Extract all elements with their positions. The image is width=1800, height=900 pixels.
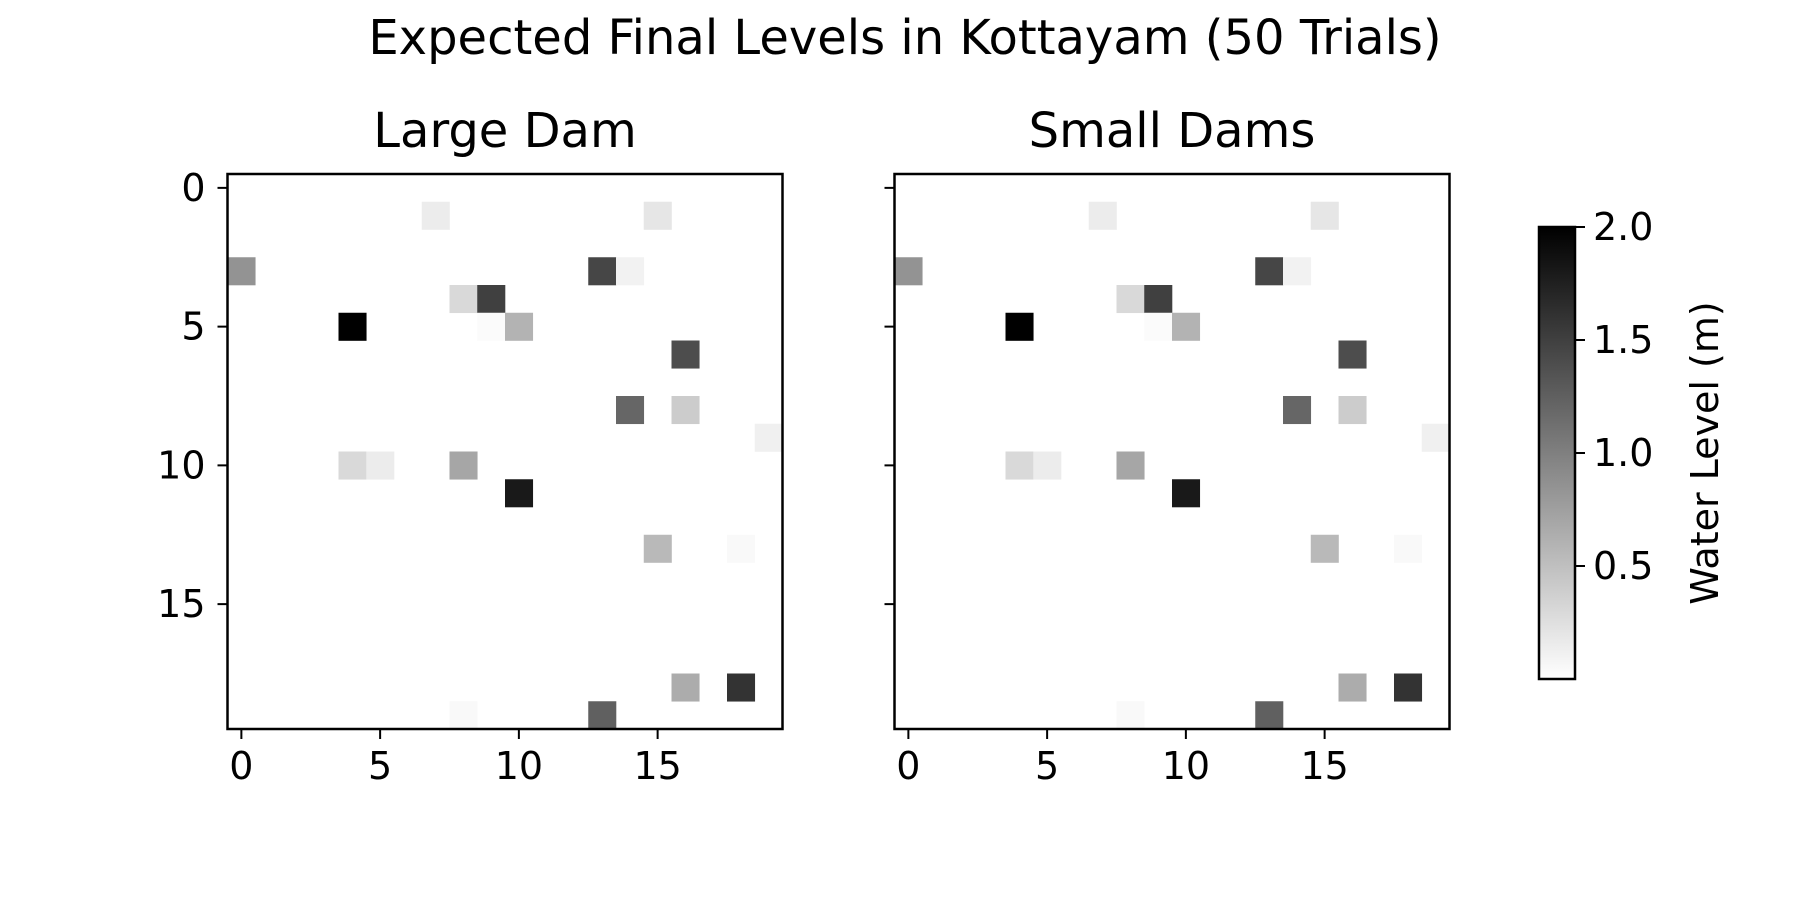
heatmap-cell	[671, 396, 700, 425]
heatmap-cell	[449, 451, 478, 480]
heatmap-cell	[588, 701, 617, 730]
heatmap-cell	[1172, 479, 1201, 508]
heatmap-cell	[1310, 534, 1339, 563]
x-tick-label: 10	[495, 744, 543, 788]
heatmap-cell	[671, 673, 700, 702]
heatmap-cell	[1255, 257, 1284, 286]
colorbar-tick-label: 2.0	[1593, 205, 1653, 249]
heatmap-cell	[1144, 285, 1173, 314]
heatmap-cell	[1116, 451, 1145, 480]
heatmap-cell	[366, 451, 395, 480]
figure-title: Expected Final Levels in Kottayam (50 Tr…	[368, 10, 1441, 66]
panel-title-small-dams: Small Dams	[1029, 103, 1316, 159]
heatmap-cell	[588, 257, 617, 286]
heatmap-cell	[1005, 312, 1034, 341]
y-tick-label: 5	[181, 305, 205, 349]
heatmap-cell	[1088, 201, 1117, 230]
heatmap-cells-large-dam	[227, 201, 783, 730]
x-tick-label: 15	[633, 744, 681, 788]
heatmap-cell	[1005, 451, 1034, 480]
x-tick-label: 0	[896, 744, 920, 788]
heatmap-cell	[727, 534, 756, 563]
heatmap-cell	[1421, 423, 1450, 452]
y-tick-label: 10	[157, 443, 205, 487]
heatmap-cell	[1283, 396, 1312, 425]
colorbar: 2.0 1.5 1.0 0.5 Water Level (m)	[1537, 205, 1727, 681]
heatmap-cell	[671, 340, 700, 369]
heatmap-cell	[616, 257, 645, 286]
colorbar-ticks: 2.0 1.5 1.0 0.5	[1575, 205, 1653, 588]
colorbar-tick-label: 0.5	[1593, 544, 1653, 588]
heatmap-cell	[1338, 396, 1367, 425]
heatmap-cell	[1255, 701, 1284, 730]
heatmap-cell	[1033, 451, 1062, 480]
heatmap-cell	[616, 396, 645, 425]
heatmap-cell	[894, 257, 923, 286]
heatmap-cell	[643, 534, 672, 563]
heatmap-cell	[1338, 673, 1367, 702]
panel-large-dam: Large Dam 0 5 10 15 0 5 10 15	[157, 103, 784, 788]
heatmap-cell	[1172, 312, 1201, 341]
axis-ticks-small-dams: 0 5 10 15	[884, 186, 1349, 788]
heatmap-cell	[421, 201, 450, 230]
heatmap-cell	[449, 701, 478, 730]
y-tick-label: 15	[157, 582, 205, 626]
heatmap-cell	[1283, 257, 1312, 286]
heatmap-cell	[1144, 312, 1173, 341]
x-tick-label: 5	[1035, 744, 1059, 788]
heatmap-cell	[1116, 285, 1145, 314]
plot-frame-small-dams	[893, 172, 1451, 731]
heatmap-cell	[754, 423, 783, 452]
plot-frame-large-dam	[226, 172, 784, 731]
heatmap-cell	[505, 312, 534, 341]
colorbar-tick-label: 1.5	[1593, 318, 1653, 362]
x-tick-label: 5	[368, 744, 392, 788]
axis-ticks-large-dam: 0 5 10 15 0 5 10 15	[157, 166, 682, 788]
heatmap-cell	[338, 451, 367, 480]
y-tick-label: 0	[181, 166, 205, 210]
heatmap-cell	[643, 201, 672, 230]
panel-title-large-dam: Large Dam	[373, 103, 636, 159]
heatmap-cell	[505, 479, 534, 508]
colorbar-label: Water Level (m)	[1683, 301, 1727, 604]
heatmap-cell	[449, 285, 478, 314]
heatmap-cell	[1310, 201, 1339, 230]
heatmap-cell	[727, 673, 756, 702]
heatmap-cell	[1394, 534, 1423, 563]
heatmap-cell	[227, 257, 256, 286]
heatmap-cell	[1116, 701, 1145, 730]
heatmap-cell	[477, 285, 506, 314]
x-tick-label: 10	[1162, 744, 1210, 788]
x-tick-label: 0	[229, 744, 253, 788]
heatmap-cell	[1394, 673, 1423, 702]
panel-small-dams: Small Dams 0 5 10 15	[884, 103, 1451, 788]
colorbar-tick-label: 1.0	[1593, 431, 1653, 475]
heatmap-cell	[1338, 340, 1367, 369]
heatmap-cell	[338, 312, 367, 341]
heatmap-cells-small-dams	[894, 201, 1450, 730]
heatmap-cell	[477, 312, 506, 341]
x-tick-label: 15	[1300, 744, 1348, 788]
colorbar-gradient	[1537, 225, 1577, 681]
